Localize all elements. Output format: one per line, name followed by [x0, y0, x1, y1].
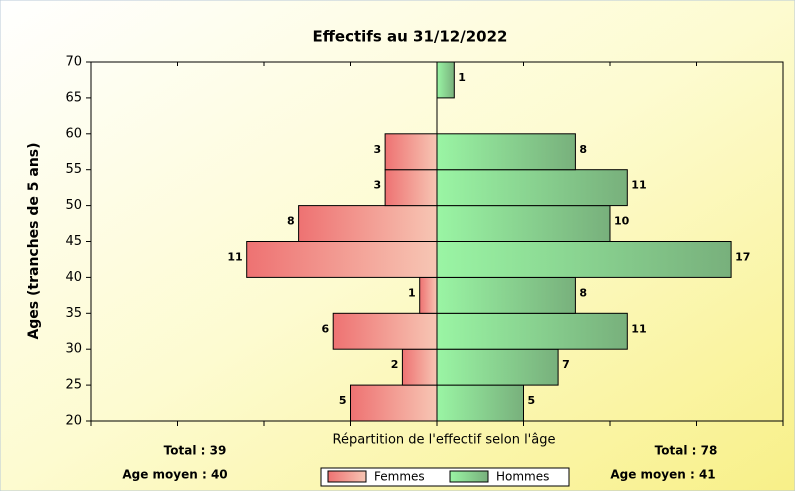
- bar: [384, 133, 438, 171]
- chart-title: Effectifs au 31/12/2022: [313, 28, 508, 46]
- bar: [419, 276, 438, 314]
- value-label: 17: [735, 250, 750, 263]
- value-label: 8: [287, 215, 295, 228]
- bar: [436, 241, 732, 278]
- y-tick-label: 70: [65, 55, 82, 70]
- value-label: 2: [391, 358, 399, 371]
- legend: [320, 467, 570, 487]
- bar: [436, 312, 628, 350]
- bar: [436, 348, 559, 386]
- value-label: 8: [579, 143, 587, 156]
- bar: [298, 205, 438, 243]
- bar: [332, 312, 438, 350]
- value-label: 10: [614, 215, 630, 228]
- bar: [401, 348, 438, 386]
- y-tick-label: 65: [65, 90, 82, 105]
- y-tick-label: 45: [65, 234, 82, 249]
- value-label: 5: [528, 394, 536, 407]
- value-label: 8: [579, 286, 587, 299]
- value-label: 11: [631, 322, 646, 335]
- y-tick-label: 40: [65, 270, 82, 285]
- bar: [246, 241, 438, 278]
- value-label: 3: [373, 179, 381, 192]
- legend-swatch: [327, 470, 367, 483]
- y-axis-label: Ages (tranches de 5 ans): [26, 142, 42, 339]
- x-axis-label: Répartition de l'effectif selon l'âge: [333, 433, 556, 448]
- legend-swatch: [449, 470, 489, 483]
- value-label: 7: [562, 358, 570, 371]
- bar: [350, 384, 438, 422]
- legend-label: Femmes: [374, 470, 425, 484]
- bar: [436, 276, 576, 314]
- value-label: 1: [458, 71, 466, 84]
- bar: [436, 61, 455, 99]
- bar: [384, 169, 438, 207]
- y-tick-label: 60: [65, 126, 82, 141]
- value-label: 11: [227, 250, 242, 263]
- legend-label: Hommes: [496, 470, 549, 484]
- value-label: 1: [408, 286, 416, 299]
- left-total: Total : 39: [164, 444, 227, 458]
- bar: [436, 133, 576, 171]
- right-mean-age: Age moyen : 41: [610, 468, 715, 482]
- y-tick-label: 35: [65, 306, 82, 321]
- bar: [436, 205, 611, 243]
- y-tick-label: 55: [65, 162, 82, 177]
- bar: [436, 169, 628, 207]
- y-tick-label: 30: [65, 342, 82, 357]
- y-tick-label: 25: [65, 378, 82, 393]
- right-total: Total : 78: [655, 444, 718, 458]
- value-label: 5: [339, 394, 347, 407]
- value-label: 6: [322, 322, 330, 335]
- value-label: 11: [631, 179, 646, 192]
- y-tick-label: 20: [65, 414, 82, 429]
- bar: [436, 384, 524, 422]
- left-mean-age: Age moyen : 40: [122, 468, 227, 482]
- y-tick-label: 50: [65, 198, 82, 213]
- value-label: 3: [373, 143, 381, 156]
